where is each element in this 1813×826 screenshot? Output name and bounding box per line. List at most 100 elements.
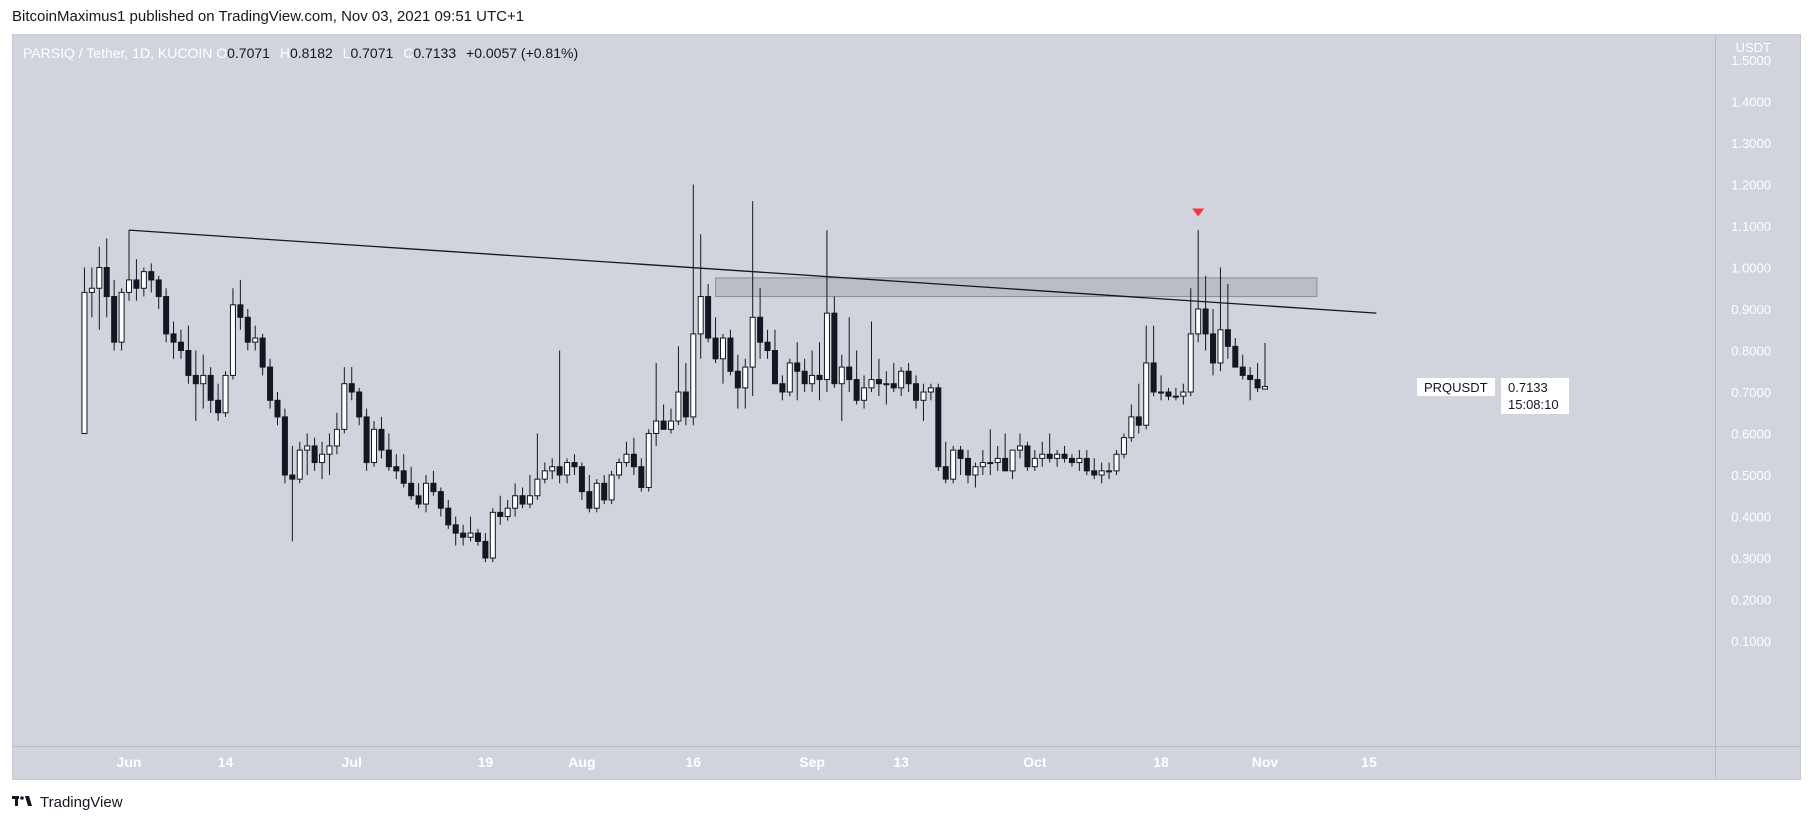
candle-body [749, 316, 756, 368]
candle-body [1232, 345, 1239, 368]
candle-body [393, 466, 400, 472]
candle [1039, 441, 1046, 467]
candle [348, 367, 355, 401]
candle-body [883, 383, 890, 386]
candle-body [177, 341, 184, 352]
candle [601, 475, 608, 505]
candle-body [534, 478, 541, 497]
candle [875, 358, 882, 397]
candle [690, 184, 697, 426]
candle [1232, 338, 1239, 368]
candle [660, 404, 667, 430]
candle-body [801, 370, 808, 385]
candle [526, 475, 533, 509]
candle-body [252, 337, 259, 343]
candle-body [1024, 445, 1031, 468]
candle [296, 441, 303, 484]
candle [630, 437, 637, 475]
candle-body [1120, 437, 1127, 455]
candle [1031, 450, 1038, 471]
candle-body [697, 296, 704, 335]
chart-plot[interactable]: 1.5000 1.4000 1.3000 1.2000 1.1000 1.0000 0.90… [13, 35, 1800, 779]
candle-body [385, 449, 392, 468]
candle-body [185, 350, 192, 376]
candle-body [326, 445, 333, 455]
candle-body [408, 482, 415, 497]
y-tick-label: 0.2000 [1731, 593, 1771, 608]
candle [742, 358, 749, 409]
candle-body [927, 387, 934, 393]
candle [356, 387, 363, 426]
candle-body [1068, 457, 1075, 464]
candle [890, 362, 897, 392]
candle [1091, 458, 1098, 480]
candle [267, 358, 274, 409]
candle-body [356, 391, 363, 418]
candle [616, 458, 623, 480]
candle [861, 375, 868, 409]
chart-frame[interactable]: 1.5000 1.4000 1.3000 1.2000 1.1000 1.0000 0.90… [12, 34, 1801, 780]
candle [935, 383, 942, 471]
footer-brand[interactable]: TradingView [40, 794, 123, 811]
candle [1239, 354, 1246, 380]
candle-body [207, 374, 214, 401]
candle [148, 263, 155, 293]
candle-body [868, 379, 875, 389]
legend-high-label: H [279, 45, 290, 61]
y-tick-label: 0.4000 [1731, 510, 1771, 525]
candle [764, 329, 771, 359]
legend-low: 0.7071 [350, 45, 394, 61]
candle [898, 367, 905, 397]
candle-body [616, 462, 623, 476]
candle [593, 479, 600, 513]
candle-body [541, 470, 548, 480]
candle-body [1083, 457, 1090, 472]
candle-body [237, 304, 244, 318]
x-tick-label: Jul [342, 754, 362, 770]
candle-body [1262, 385, 1268, 390]
candle [771, 329, 778, 385]
price-label-value: 0.7133 [1508, 380, 1548, 395]
candle-body [1128, 416, 1135, 439]
candle-body [348, 383, 355, 393]
x-tick-label: Sep [799, 754, 825, 770]
candle [422, 475, 429, 513]
candle-body [645, 433, 652, 488]
candle [88, 267, 95, 318]
candle [682, 362, 689, 426]
time-axis-divider [13, 746, 1800, 747]
legend-high: 0.8182 [289, 45, 333, 61]
candle-body [400, 470, 407, 484]
candle [1046, 433, 1053, 463]
candle-body [1054, 453, 1061, 459]
candle [1143, 325, 1150, 430]
candle [497, 495, 504, 525]
y-tick-label: 1.1000 [1731, 219, 1771, 234]
candle-body [1046, 453, 1053, 459]
candle-body [415, 495, 422, 505]
candle-body [267, 366, 274, 401]
y-tick-label: 0.7000 [1731, 385, 1771, 400]
candle-body [1202, 308, 1209, 335]
y-tick-label: 1.3000 [1731, 136, 1771, 151]
candle [1254, 362, 1261, 392]
candle-body [816, 374, 823, 381]
candle [1024, 441, 1031, 471]
candle [133, 259, 140, 301]
legend-open-label: O [216, 45, 228, 61]
candle-body [660, 420, 667, 430]
candle [393, 454, 400, 480]
candle-body [1135, 416, 1142, 426]
candle [1054, 450, 1061, 467]
candle [1120, 433, 1127, 459]
candle [608, 470, 615, 505]
candle [727, 329, 734, 376]
candle-body [623, 453, 630, 464]
candle [192, 350, 199, 422]
candle-body [786, 362, 793, 393]
candle [578, 462, 585, 500]
candle-body [705, 296, 712, 339]
candle-body [170, 333, 177, 343]
candle [163, 288, 170, 343]
candle-body [913, 383, 920, 401]
